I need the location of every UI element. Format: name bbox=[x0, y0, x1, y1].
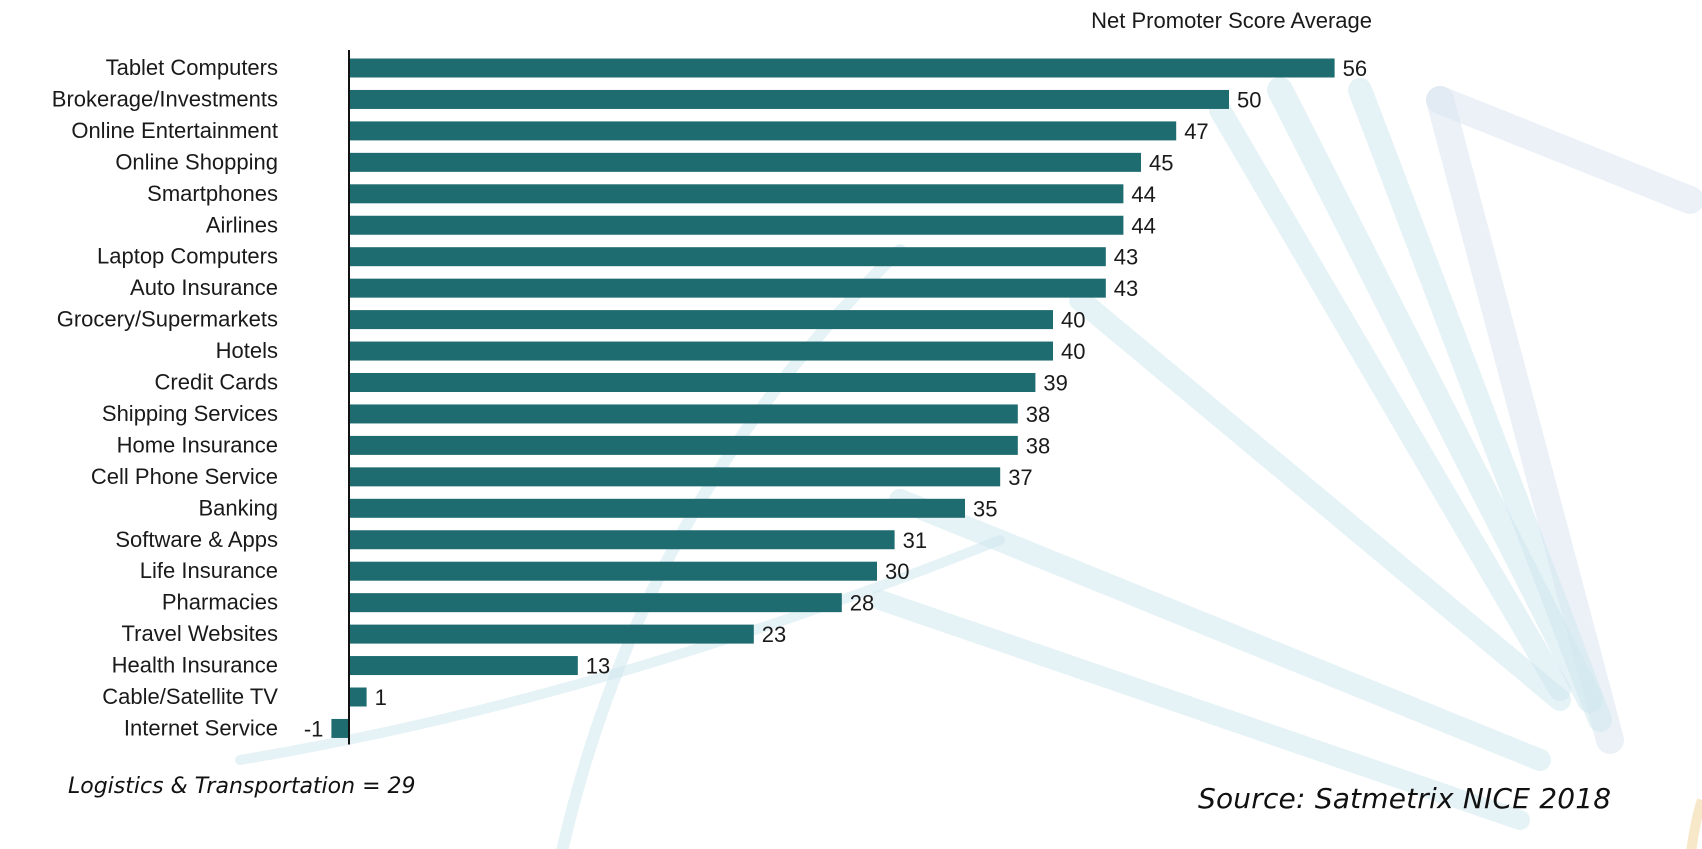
category-label: Grocery/Supermarkets bbox=[57, 307, 278, 332]
category-label-group: Tablet Computers Brokerage/Investments Onl… bbox=[52, 55, 279, 740]
footnote-logistics: Logistics & Transportation = 29 bbox=[68, 774, 416, 799]
bar bbox=[349, 687, 367, 707]
data-label: 43 bbox=[1114, 245, 1138, 270]
category-label: Brokerage/Investments bbox=[52, 86, 278, 111]
category-label: Auto Insurance bbox=[130, 275, 278, 300]
bar bbox=[349, 498, 965, 518]
data-label: -1 bbox=[304, 716, 324, 741]
bar bbox=[349, 247, 1106, 267]
watermark-stroke bbox=[1069, 289, 1571, 711]
category-label: Travel Websites bbox=[122, 621, 279, 646]
category-label: Home Insurance bbox=[117, 432, 278, 457]
category-label: Online Shopping bbox=[115, 149, 278, 174]
data-label: 37 bbox=[1008, 465, 1032, 490]
bar bbox=[349, 184, 1124, 204]
watermark-stroke bbox=[1426, 86, 1624, 754]
category-label: Online Entertainment bbox=[71, 118, 278, 143]
category-label: Pharmacies bbox=[162, 590, 278, 615]
bar bbox=[349, 624, 754, 644]
category-label: Laptop Computers bbox=[97, 244, 278, 269]
value-label-group: 56 50 47 45 44 44 43 43 40 40 39 38 38 37 35 31 30 28 23 13… bbox=[304, 56, 1367, 741]
data-label: 13 bbox=[586, 654, 610, 679]
data-label: 45 bbox=[1149, 150, 1173, 175]
watermark-stroke bbox=[556, 244, 906, 849]
data-label: 40 bbox=[1061, 339, 1085, 364]
category-label: Software & Apps bbox=[115, 527, 278, 552]
category-label: Banking bbox=[198, 495, 278, 520]
chart-title: Net Promoter Score Average bbox=[1091, 8, 1372, 33]
bar bbox=[349, 467, 1001, 487]
category-label: Cell Phone Service bbox=[91, 464, 278, 489]
category-label: Tablet Computers bbox=[106, 55, 278, 80]
data-label: 30 bbox=[885, 559, 909, 584]
data-label: 40 bbox=[1061, 308, 1085, 333]
watermark-stroke bbox=[889, 489, 1551, 771]
category-label: Shipping Services bbox=[102, 401, 278, 426]
bar bbox=[349, 89, 1229, 109]
bar bbox=[349, 215, 1124, 235]
category-label: Hotels bbox=[216, 338, 278, 363]
data-label: 47 bbox=[1184, 119, 1208, 144]
bar-group bbox=[331, 58, 1335, 738]
data-label: 44 bbox=[1131, 213, 1155, 238]
watermark-accent bbox=[1686, 798, 1702, 849]
category-label: Health Insurance bbox=[112, 653, 278, 678]
category-label: Airlines bbox=[206, 212, 278, 237]
category-label: Cable/Satellite TV bbox=[102, 684, 278, 709]
data-label: 38 bbox=[1026, 402, 1050, 427]
data-label: 1 bbox=[375, 685, 387, 710]
bar bbox=[349, 561, 877, 581]
category-label: Smartphones bbox=[147, 181, 278, 206]
bar bbox=[349, 404, 1018, 424]
category-label: Life Insurance bbox=[140, 558, 278, 583]
source-caption: Source: Satmetrix NICE 2018 bbox=[1198, 782, 1612, 815]
data-label: 56 bbox=[1343, 56, 1367, 81]
bar bbox=[349, 121, 1177, 141]
bar bbox=[331, 718, 349, 738]
watermark-stroke bbox=[1426, 86, 1702, 214]
bar bbox=[349, 278, 1106, 298]
bar bbox=[349, 593, 842, 613]
watermark-stroke bbox=[1267, 77, 1603, 713]
data-label: 44 bbox=[1131, 182, 1155, 207]
category-label: Credit Cards bbox=[155, 370, 278, 395]
data-label: 43 bbox=[1114, 276, 1138, 301]
bar bbox=[349, 530, 895, 550]
bar bbox=[349, 152, 1141, 172]
data-label: 23 bbox=[762, 622, 786, 647]
data-label: 35 bbox=[973, 496, 997, 521]
bar bbox=[349, 341, 1053, 361]
data-label: 50 bbox=[1237, 87, 1261, 112]
bar bbox=[349, 435, 1018, 455]
bar bbox=[349, 656, 578, 676]
watermark-stroke bbox=[1209, 99, 1571, 701]
data-label: 38 bbox=[1026, 433, 1050, 458]
watermark-stroke bbox=[870, 590, 1530, 830]
data-label: 31 bbox=[903, 528, 927, 553]
bar bbox=[349, 58, 1335, 78]
bar bbox=[349, 310, 1053, 330]
data-label: 28 bbox=[850, 591, 874, 616]
bar bbox=[349, 373, 1036, 392]
category-label: Internet Service bbox=[124, 715, 278, 740]
data-label: 39 bbox=[1043, 371, 1067, 396]
